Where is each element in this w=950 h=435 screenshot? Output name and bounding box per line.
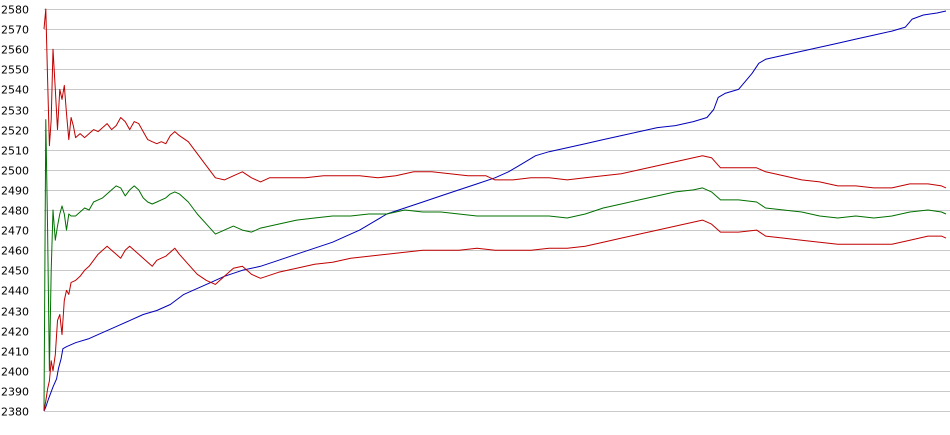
y-tick-label: 2390 <box>1 386 29 399</box>
series-line-2 <box>43 8 947 189</box>
y-tick-label: 2410 <box>1 346 29 359</box>
y-tick-label: 2400 <box>1 366 29 379</box>
y-tick-label: 2530 <box>1 105 29 118</box>
y-tick-label: 2500 <box>1 165 29 178</box>
y-tick-label: 2490 <box>1 185 29 198</box>
y-tick-label: 2380 <box>1 406 29 419</box>
y-tick-label: 2480 <box>1 205 29 218</box>
series-line-4 <box>43 219 947 412</box>
y-tick-label: 2570 <box>1 24 29 37</box>
series-line-3 <box>43 119 947 412</box>
y-tick-label: 2420 <box>1 326 29 339</box>
y-tick-label: 2520 <box>1 125 29 138</box>
y-tick-label: 2560 <box>1 44 29 57</box>
series-line-1 <box>43 10 947 412</box>
y-tick-label: 2550 <box>1 64 29 77</box>
y-tick-label: 2460 <box>1 245 29 258</box>
y-tick-label: 2450 <box>1 265 29 278</box>
series-layer <box>43 8 947 412</box>
y-tick-label: 2430 <box>1 306 29 319</box>
y-axis-labels: 2380 2390 2400 2410 2420 2430 2440 2450 2460 2470… <box>1 4 29 419</box>
y-tick-label: 2470 <box>1 225 29 238</box>
y-tick-label: 2540 <box>1 84 29 97</box>
y-tick-label: 2440 <box>1 285 29 298</box>
gridlines <box>44 9 950 412</box>
y-tick-label: 2580 <box>1 4 29 17</box>
y-tick-label: 2510 <box>1 145 29 158</box>
